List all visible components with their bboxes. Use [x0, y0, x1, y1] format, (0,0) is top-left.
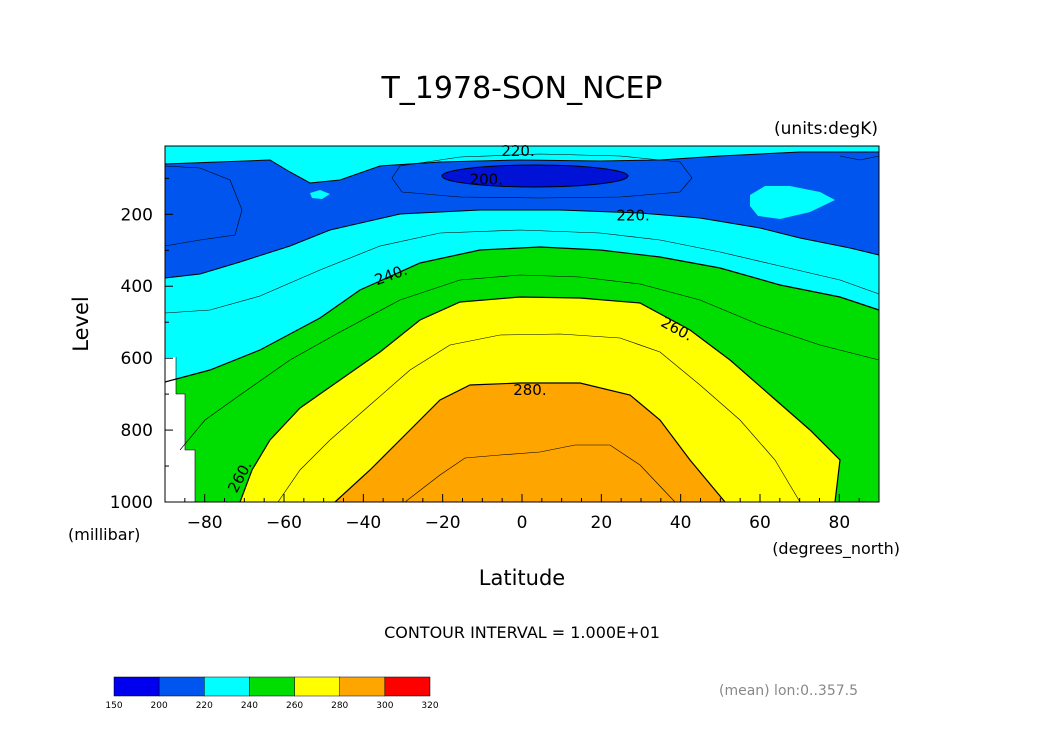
- colorbar-label: 150: [105, 701, 122, 711]
- contour-line-240: [164, 246, 880, 383]
- colorbar-swatch: [294, 676, 340, 697]
- colorbar-label: 260: [286, 701, 303, 711]
- x-tick-label: 20: [591, 513, 613, 533]
- cyan-island-left: [310, 190, 330, 199]
- x-tick-label: −80: [187, 513, 223, 533]
- contour-line-260: [239, 296, 841, 503]
- x-tick-label: −20: [425, 513, 461, 533]
- colorbar-label: 300: [376, 701, 393, 711]
- contour-line-270: [277, 333, 801, 503]
- contour-line-210-left: [164, 165, 243, 247]
- missing-data-area: [165, 357, 195, 502]
- contour-line-210-mid: [391, 153, 693, 199]
- x-tick-label: 40: [670, 513, 692, 533]
- units-label: (units:degK): [774, 119, 878, 139]
- y-axis-units: (millibar): [68, 525, 140, 544]
- missing-data-edge: [175, 357, 196, 502]
- colorbar-swatch: [113, 676, 160, 697]
- x-axis-units: (degrees_north): [772, 539, 900, 559]
- footnote: (mean) lon:0..357.5: [719, 683, 858, 699]
- region-210-220: [165, 152, 879, 278]
- colorbar-swatch: [204, 676, 250, 697]
- y-tick-label: 1000: [110, 493, 153, 513]
- colorbar: 150 200 220 240 260 280 300 320: [105, 676, 439, 711]
- contour-label: 200.: [470, 171, 503, 189]
- colorbar-label: 200: [151, 701, 168, 711]
- y-tick-label: 200: [121, 205, 153, 225]
- colorbar-swatch: [384, 676, 431, 697]
- axes: −80 −60 −40 −20 0 20 40 60 80 200 400 600 800 1000: [110, 177, 880, 533]
- contour-line-220-bottom: [164, 209, 880, 279]
- plot-area: 220.200.220.240.260.280.260.: [164, 142, 880, 503]
- y-tick-label: 800: [121, 421, 153, 441]
- x-tick-label: 0: [517, 513, 528, 533]
- contour-label: 220.: [616, 207, 649, 225]
- colorbar-swatch: [249, 676, 295, 697]
- contour-line-230: [164, 229, 880, 314]
- y-tick-label: 600: [121, 349, 153, 369]
- x-tick-label: 80: [829, 513, 851, 533]
- region-280-300: [335, 383, 725, 502]
- y-tick-label: 400: [121, 277, 153, 297]
- contour-line-290: [404, 444, 676, 503]
- colorbar-swatch: [339, 676, 386, 697]
- contour-line-280: [334, 382, 726, 503]
- x-tick-label: −60: [266, 513, 302, 533]
- contour-lines: [164, 151, 880, 503]
- colorbar-label: 240: [241, 701, 258, 711]
- colorbar-label: 220: [196, 701, 213, 711]
- colorbar-label: 320: [421, 701, 438, 711]
- contour-label: 220.: [501, 142, 534, 160]
- contour-label: 280.: [513, 381, 546, 399]
- colorbar-label: 280: [331, 701, 348, 711]
- x-tick-label: −40: [345, 513, 381, 533]
- contour-line-250: [179, 274, 880, 451]
- contour-line-220-top: [164, 151, 879, 184]
- x-tick-label: 60: [749, 513, 771, 533]
- colorbar-swatch: [158, 676, 205, 697]
- chart-title: T_1978-SON_NCEP: [380, 71, 662, 106]
- cyan-island-right: [750, 186, 835, 219]
- contour-interval-text: CONTOUR INTERVAL = 1.000E+01: [384, 623, 660, 642]
- y-axis-title: Level: [69, 296, 93, 351]
- x-axis-title: Latitude: [479, 566, 565, 590]
- region-200: [441, 164, 629, 188]
- contour-line-210-right: [839, 155, 880, 161]
